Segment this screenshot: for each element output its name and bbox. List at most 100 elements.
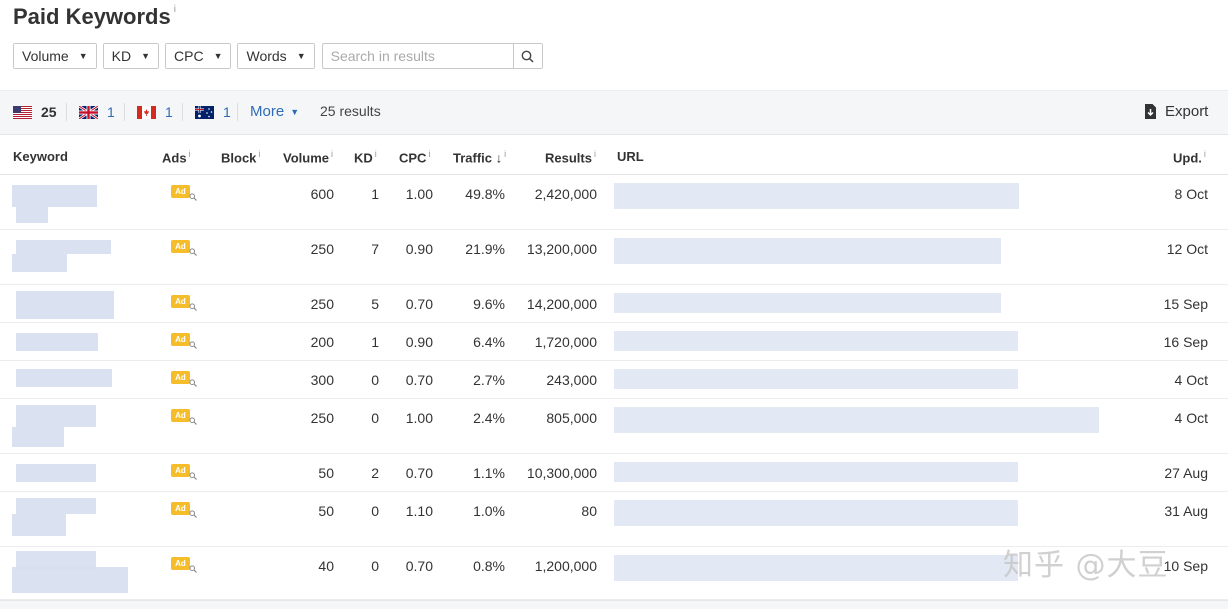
table-row: Ad 600 1 1.00 49.8% 2,420,000 8 Oct	[0, 175, 1228, 230]
info-icon[interactable]: i	[1203, 149, 1206, 159]
kd-cell: 2	[371, 465, 379, 481]
country-us-count: 25	[41, 104, 57, 120]
volume-cell: 600	[310, 186, 334, 202]
updated-cell: 15 Sep	[1163, 296, 1208, 312]
search-button[interactable]	[512, 43, 543, 69]
traffic-cell: 9.6%	[473, 296, 505, 312]
column-header-url[interactable]: URL	[617, 149, 644, 164]
kd-filter-dropdown[interactable]: KD ▼	[102, 43, 159, 69]
keyword-redacted[interactable]	[12, 567, 128, 593]
keyword-redacted[interactable]	[16, 240, 111, 254]
column-header-traffic[interactable]: Traffic ↓ i	[453, 149, 507, 166]
ad-preview-icon[interactable]: Ad	[171, 333, 199, 349]
info-icon[interactable]: i	[593, 149, 596, 159]
caret-down-icon: ▼	[141, 51, 150, 61]
volume-cell: 300	[310, 372, 334, 388]
keyword-redacted[interactable]	[12, 185, 97, 207]
column-header-block[interactable]: Block i	[221, 149, 261, 166]
cpc-cell: 0.70	[405, 558, 433, 574]
ad-preview-icon[interactable]: Ad	[171, 409, 199, 425]
ad-preview-icon[interactable]: Ad	[171, 557, 199, 573]
kd-cell: 5	[371, 296, 379, 312]
volume-cell: 50	[318, 465, 334, 481]
keyword-redacted[interactable]	[16, 333, 98, 351]
traffic-cell: 2.4%	[473, 410, 505, 426]
search-input[interactable]	[321, 43, 513, 69]
keyword-redacted[interactable]	[16, 498, 96, 514]
column-header-cpc[interactable]: CPC i	[399, 149, 431, 166]
volume-cell: 40	[318, 558, 334, 574]
info-icon[interactable]: i	[374, 149, 377, 159]
table-row: Ad 50 2 0.70 1.1% 10,300,000 27 Aug	[0, 454, 1228, 492]
column-header-keyword[interactable]: Keyword	[13, 149, 68, 164]
column-header-kd[interactable]: KD i	[354, 149, 377, 166]
country-au[interactable]: 1	[195, 104, 231, 120]
cpc-filter-dropdown[interactable]: CPC ▼	[165, 43, 232, 69]
info-icon[interactable]: i	[331, 149, 333, 159]
export-button[interactable]: Export	[1144, 103, 1208, 120]
results-cell: 13,200,000	[526, 241, 597, 257]
info-icon[interactable]: i	[428, 149, 431, 159]
keyword-redacted[interactable]	[12, 254, 67, 272]
ad-preview-icon[interactable]: Ad	[171, 185, 199, 201]
country-ca-count: 1	[165, 104, 173, 120]
info-icon[interactable]: i	[504, 149, 507, 159]
keyword-redacted[interactable]	[16, 291, 114, 319]
url-redacted[interactable]	[614, 293, 1001, 313]
sort-desc-icon: ↓	[492, 150, 503, 166]
url-redacted[interactable]	[614, 500, 1018, 526]
column-header-ads[interactable]: Ads i	[162, 149, 191, 166]
country-au-count: 1	[223, 104, 231, 120]
updated-cell: 12 Oct	[1166, 241, 1208, 257]
ad-preview-icon[interactable]: Ad	[171, 502, 199, 518]
cpc-cell: 1.00	[405, 186, 433, 202]
header-divider	[0, 174, 1228, 175]
info-icon[interactable]: i	[188, 149, 191, 159]
info-icon[interactable]: i	[258, 149, 261, 159]
ad-preview-icon[interactable]: Ad	[171, 295, 199, 311]
keyword-redacted[interactable]	[16, 405, 96, 427]
url-redacted[interactable]	[614, 462, 1018, 482]
country-gb[interactable]: 1	[79, 104, 115, 120]
keyword-redacted[interactable]	[12, 514, 66, 536]
url-redacted[interactable]	[614, 331, 1018, 351]
column-header-volume[interactable]: Volume i	[283, 149, 333, 166]
kd-cell: 1	[371, 186, 379, 202]
keyword-redacted[interactable]	[16, 551, 96, 569]
country-ca[interactable]: 1	[137, 104, 173, 120]
column-header-updated[interactable]: Upd. i	[1173, 149, 1206, 166]
words-filter-dropdown[interactable]: Words ▼	[237, 43, 315, 69]
title-info-icon[interactable]: i	[173, 4, 176, 15]
divider	[237, 103, 238, 121]
magnifier-icon	[189, 472, 197, 480]
url-redacted[interactable]	[614, 369, 1018, 389]
ad-preview-icon[interactable]: Ad	[171, 464, 199, 480]
table-row: Ad 250 0 1.00 2.4% 805,000 4 Oct	[0, 399, 1228, 454]
ad-preview-icon[interactable]: Ad	[171, 371, 199, 387]
table-row: Ad 40 0 0.70 0.8% 1,200,000 10 Sep	[0, 547, 1228, 600]
volume-filter-dropdown[interactable]: Volume ▼	[13, 43, 97, 69]
country-us[interactable]: 25	[13, 104, 57, 120]
ad-badge: Ad	[171, 333, 190, 346]
url-redacted[interactable]	[614, 183, 1019, 209]
volume-cell: 200	[310, 334, 334, 350]
url-redacted[interactable]	[614, 238, 1001, 264]
divider	[66, 103, 67, 121]
table-row: Ad 300 0 0.70 2.7% 243,000 4 Oct	[0, 361, 1228, 399]
ad-badge: Ad	[171, 295, 190, 308]
ad-preview-icon[interactable]: Ad	[171, 240, 199, 256]
url-redacted[interactable]	[614, 555, 1018, 581]
results-cell: 805,000	[546, 410, 597, 426]
keyword-redacted[interactable]	[16, 207, 48, 223]
kd-cell: 0	[371, 410, 379, 426]
keyword-redacted[interactable]	[16, 369, 112, 387]
url-redacted[interactable]	[614, 407, 1099, 433]
column-header-results[interactable]: Results i	[545, 149, 596, 166]
updated-cell: 8 Oct	[1174, 186, 1208, 202]
more-countries-button[interactable]: More ▼	[250, 103, 300, 120]
keyword-redacted[interactable]	[12, 427, 64, 447]
table-row: Ad 250 5 0.70 9.6% 14,200,000 15 Sep	[0, 285, 1228, 323]
ad-badge: Ad	[171, 464, 190, 477]
keyword-redacted[interactable]	[16, 464, 96, 482]
search-icon	[521, 50, 534, 63]
